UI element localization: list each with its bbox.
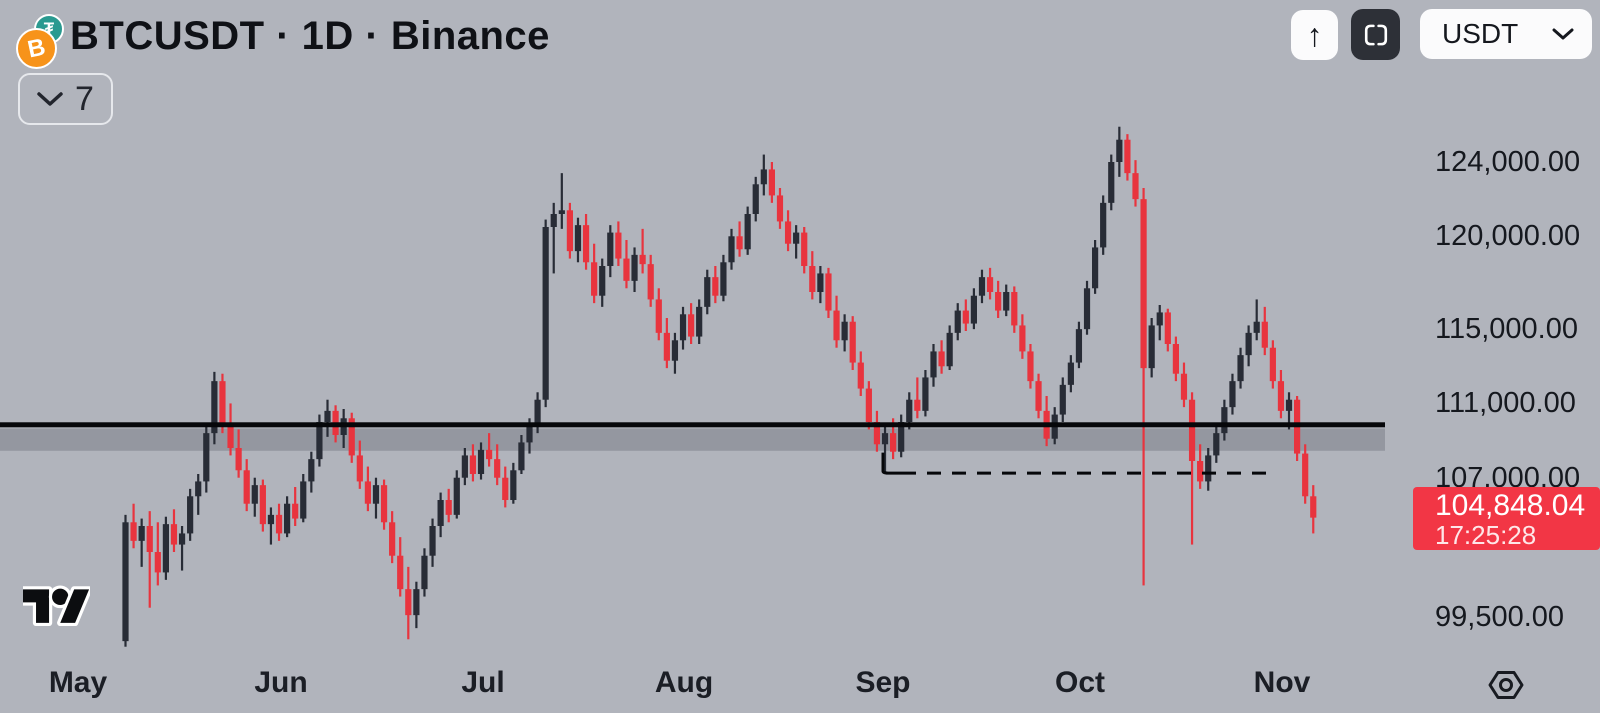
swing-low-hook [881,452,902,475]
snapshot-frame-icon [1364,24,1387,45]
time-axis-label: Jun [254,666,308,699]
time-axis-label: Nov [1253,666,1311,699]
price-axis-label: 111,000.00 [1435,387,1576,420]
candlestick-series [122,126,1317,647]
chevron-down-icon [37,91,63,106]
settings-gear-icon[interactable] [1486,668,1526,702]
pair-icons: ₮ B [16,12,76,72]
last-price-value: 104,848.04 [1435,488,1586,522]
up-arrow-icon: ↑ [1306,17,1323,53]
bitcoin-icon: B [16,28,57,69]
horizontal-level-line[interactable] [0,422,1385,428]
price-axis-label: 115,000.00 [1435,313,1578,346]
currency-select-value: USDT [1442,18,1519,49]
price-axis-label: 120,000.00 [1435,220,1581,253]
snapshot-button[interactable] [1351,9,1400,60]
time-axis-label: Oct [1054,666,1105,699]
indicator-count: 7 [75,79,94,118]
currency-select[interactable]: USDT [1420,9,1592,59]
chevron-down-icon [1552,28,1574,39]
publish-up-arrow-button[interactable]: ↑ [1291,10,1338,60]
time-axis-label: Aug [654,666,714,699]
time-axis-label: Jul [461,666,505,699]
price-axis-label: 99,500.00 [1435,601,1565,633]
time-axis-label: May [48,666,108,699]
price-axis-label: 124,000.00 [1435,146,1581,178]
symbol-title: BTCUSDT · 1D · Binance [70,14,550,58]
time-axis-label: Sep [855,666,911,699]
last-price-badge: 104,848.04 17:25:28 [1413,486,1600,550]
countdown-timer: 17:25:28 [1435,519,1537,550]
indicators-toggle-button[interactable]: 7 [18,73,113,125]
tradingview-logo [23,585,90,627]
